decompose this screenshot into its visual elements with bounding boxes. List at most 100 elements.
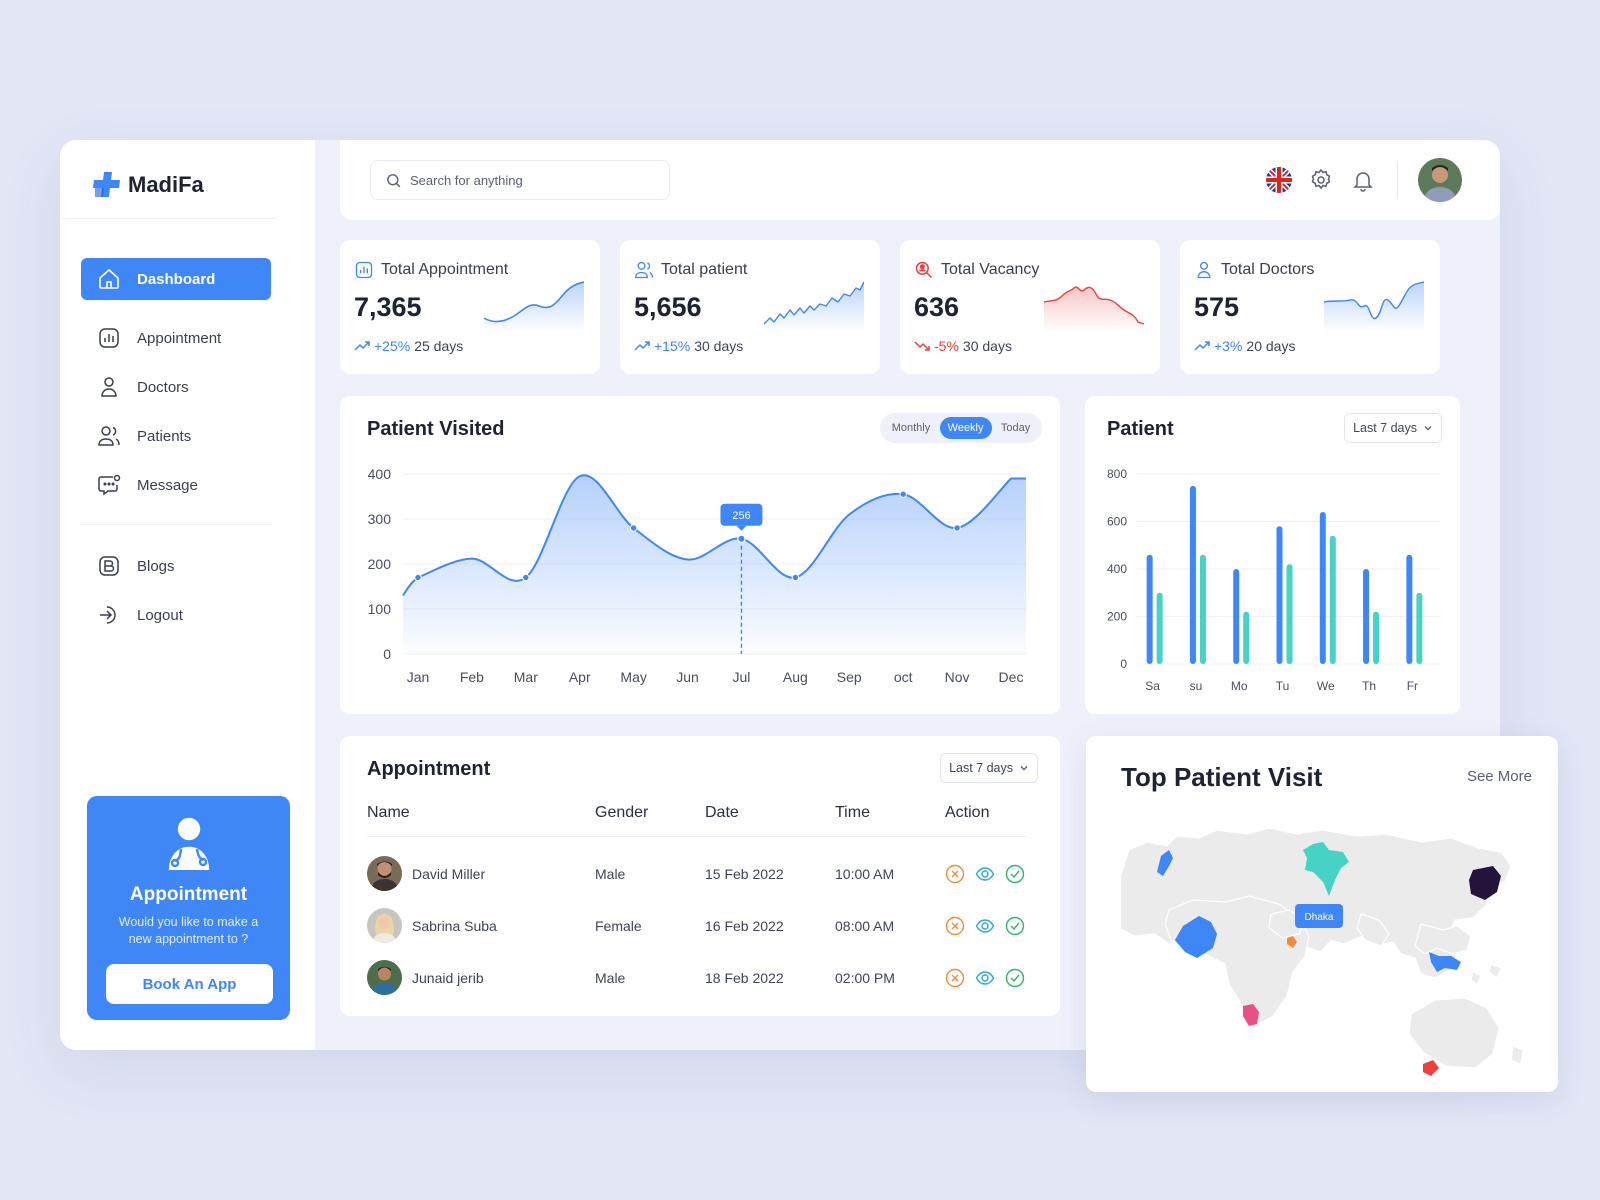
view-icon[interactable] (975, 916, 995, 936)
stat-footer: +25% 25 days (354, 338, 463, 354)
trend-up-icon (354, 341, 370, 351)
period-tabs: Monthly Weekly Today (880, 413, 1042, 443)
bar[interactable] (1406, 554, 1413, 664)
stat-card-total-appointment[interactable]: Total Appointment 7,365 +25% 25 days (340, 240, 600, 374)
stat-value: 7,365 (354, 292, 422, 322)
see-more-link[interactable]: See More (1466, 768, 1532, 785)
stat-card-total-doctors[interactable]: Total Doctors 575 +3% 20 days (1180, 240, 1440, 374)
cancel-icon[interactable] (945, 864, 965, 884)
top-patient-visit-card: Top Patient Visit See More Dhaka (1086, 736, 1558, 1092)
stat-header: Total Vacancy (914, 260, 1039, 280)
tab-monthly[interactable]: Monthly (891, 422, 931, 434)
notifications-button[interactable] (1349, 166, 1377, 194)
bar[interactable] (1416, 592, 1423, 664)
trend-up-icon (634, 341, 650, 351)
blog-icon (99, 556, 119, 576)
search-user-icon (915, 261, 933, 279)
column-header-name: Name (367, 804, 410, 821)
stat-period: 30 days (962, 338, 1012, 354)
stat-header: Total patient (634, 260, 747, 280)
bar[interactable] (1319, 512, 1326, 664)
language-selector[interactable] (1265, 166, 1293, 194)
bar[interactable] (1243, 611, 1250, 664)
sidebar-divider (60, 218, 275, 219)
avatar (367, 960, 402, 995)
avatar (367, 856, 402, 891)
view-icon[interactable] (975, 968, 995, 988)
user-avatar[interactable] (1418, 158, 1462, 202)
sidebar-item-label: Dashboard (137, 270, 216, 288)
stat-change: -5% (934, 338, 959, 354)
bar[interactable] (1329, 535, 1336, 664)
highlight-point[interactable] (737, 534, 746, 544)
stat-card-total-patient[interactable]: Total patient 5,656 +15% 30 days (620, 240, 880, 374)
bar[interactable] (1146, 554, 1153, 664)
patient-name: Junaid jerib (412, 970, 484, 986)
approve-icon[interactable] (1005, 916, 1025, 936)
tab-today[interactable]: Today (1000, 422, 1031, 434)
patient-visited-card: Patient Visited Monthly Weekly Today 0 10… (340, 396, 1060, 714)
sidebar-item-appointment[interactable]: Appointment (81, 317, 271, 359)
data-point[interactable] (953, 524, 961, 532)
approve-icon[interactable] (1005, 864, 1025, 884)
settings-button[interactable] (1307, 166, 1335, 194)
stat-label: Total patient (661, 261, 748, 278)
stat-change: +25% (374, 338, 411, 354)
sidebar-item-blogs[interactable]: Blogs (81, 545, 271, 587)
bar[interactable] (1189, 485, 1196, 664)
book-appointment-button[interactable]: Book An App (106, 964, 273, 1004)
promo-title: Appointment (129, 884, 248, 905)
tab-weekly[interactable]: Weekly (939, 417, 992, 439)
highlight-region-southeast-asia (1429, 952, 1461, 972)
data-point[interactable] (629, 524, 638, 532)
app-window: MadiFa Dashboard Appointment Doctors Pat… (60, 140, 1500, 1050)
sparkline-vacancy (1044, 286, 1144, 332)
search-input[interactable] (410, 172, 650, 188)
data-point[interactable] (522, 573, 530, 582)
bar[interactable] (1373, 611, 1380, 664)
appointment-date: 18 Feb 2022 (705, 970, 784, 986)
x-tick-label: Sa (1145, 679, 1160, 693)
sidebar-item-doctors[interactable]: Doctors (81, 366, 271, 408)
sidebar-item-logout[interactable]: Logout (81, 594, 271, 636)
cancel-icon[interactable] (945, 916, 965, 936)
map-marker[interactable]: Dhaka (1295, 904, 1343, 928)
patient-bar-card: Patient Last 7 days 0 200 400 600 800 Sa su Mo T… (1085, 396, 1460, 714)
bar[interactable] (1286, 564, 1293, 664)
sidebar-item-patients[interactable]: Patients (81, 415, 271, 457)
bar[interactable] (1156, 592, 1163, 664)
data-point[interactable] (899, 490, 907, 498)
x-tick-label: oct (894, 669, 913, 685)
appointment-date: 15 Feb 2022 (705, 866, 784, 882)
x-tick-label: Aug (783, 669, 808, 685)
table-row: Junaid jerib Male 18 Feb 2022 02:00 PM (367, 960, 1027, 1000)
data-point[interactable] (414, 573, 422, 582)
view-icon[interactable] (975, 864, 995, 884)
chart-box-icon (355, 261, 373, 279)
stat-card-total-vacancy[interactable]: Total Vacancy 636 -5% 30 days (900, 240, 1160, 374)
uk-flag-icon (1266, 167, 1292, 193)
stat-footer: -5% 30 days (914, 338, 1012, 354)
range-dropdown[interactable]: Last 7 days (1344, 413, 1442, 443)
range-dropdown[interactable]: Last 7 days (940, 753, 1038, 783)
bar[interactable] (1199, 554, 1206, 664)
avatar (367, 908, 402, 943)
bar[interactable] (1276, 526, 1283, 664)
stat-header: Total Doctors (1194, 260, 1314, 280)
bar[interactable] (1363, 569, 1370, 664)
cancel-icon[interactable] (945, 968, 965, 988)
highlight-region-europe (1157, 850, 1173, 876)
sidebar-item-message[interactable]: Message (81, 464, 271, 506)
sidebar-item-dashboard[interactable]: Dashboard (81, 258, 271, 300)
logo[interactable]: MadiFa (92, 170, 204, 200)
search-box[interactable] (370, 160, 670, 200)
bar[interactable] (1233, 569, 1240, 664)
logout-icon (100, 606, 116, 624)
approve-icon[interactable] (1005, 968, 1025, 988)
tooltip-label: 256 (732, 510, 750, 522)
bell-icon (1353, 172, 1373, 192)
x-tick-label: May (620, 669, 646, 685)
data-point[interactable] (791, 573, 800, 582)
map-marker-label: Dhaka (1305, 912, 1334, 923)
table-divider (367, 836, 1027, 837)
